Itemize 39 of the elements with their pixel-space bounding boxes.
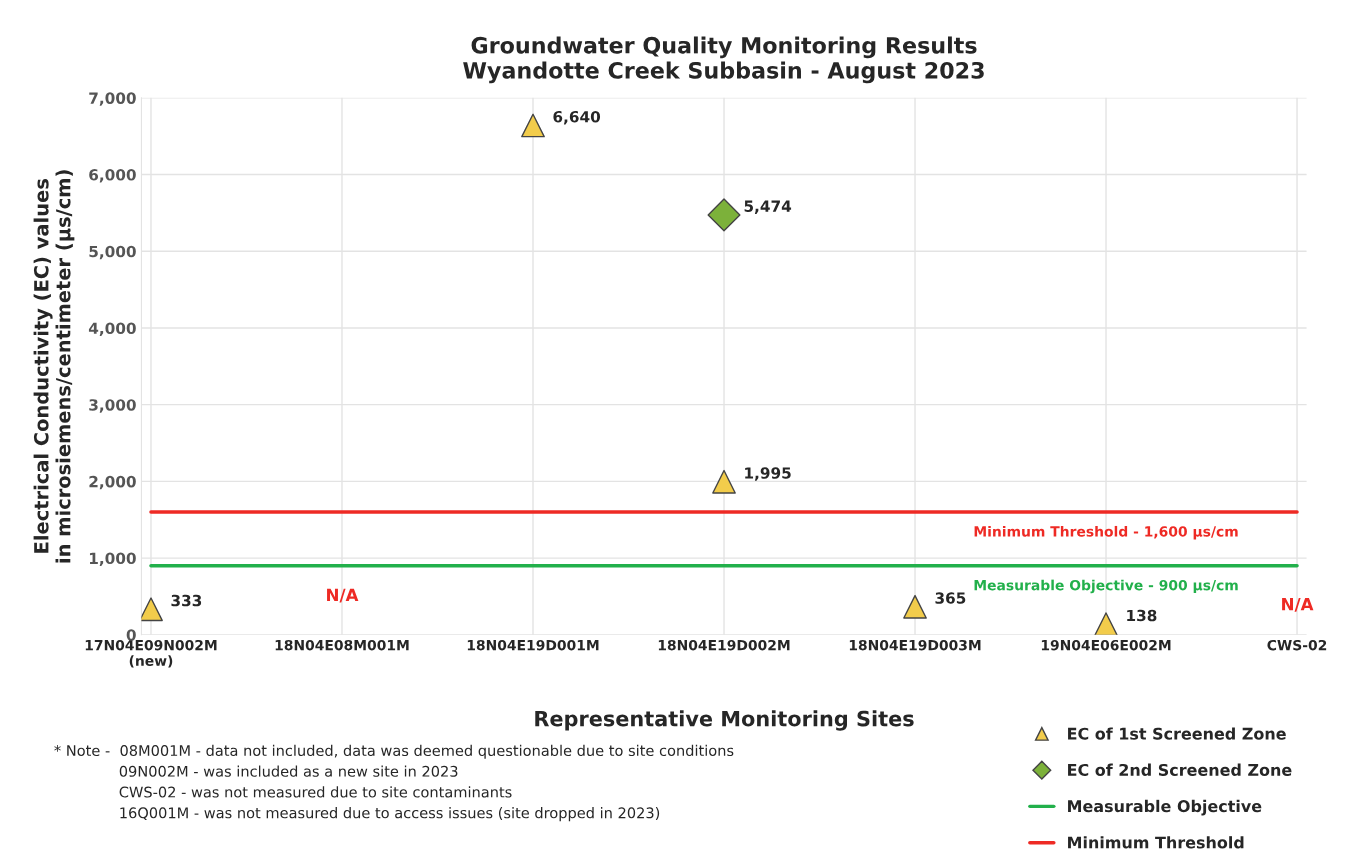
x-tick-label: 17N04E09N002M (new): [85, 639, 217, 668]
legend-label: EC of 2nd Screened Zone: [1068, 763, 1292, 776]
y-tick-label: 3,000: [89, 399, 136, 413]
point: [521, 113, 545, 138]
x-axis-title: Representative Monitoring Sites: [535, 710, 914, 731]
x-tick-label: 19N04E06E002M: [1041, 639, 1171, 651]
y-tick-label: 6,000: [89, 169, 136, 183]
y-tick-label: 0: [126, 629, 136, 641]
data-label: 365: [935, 592, 966, 604]
legend-label: EC of 1st Screened Zone: [1068, 727, 1286, 740]
y-tick-label: 4,000: [88, 322, 136, 336]
annotation: Measurable Objective - 900 µs/cm: [974, 579, 1238, 594]
annotation: Minimum Threshold - 1,600 µs/cm: [974, 525, 1238, 540]
y-tick-label: 2,000: [89, 475, 136, 490]
point: [141, 597, 163, 622]
x-tick-label: 18N04E08M001M: [275, 639, 409, 651]
data-label: 1,995: [745, 467, 791, 481]
y-tick-label: 1,000: [89, 552, 136, 567]
y-axis-title: Electrical Conductivity (EC) values in microsiemens/centimeter (µs/cm): [33, 170, 75, 563]
legend-label: Minimum Threshold: [1068, 836, 1244, 849]
point: [707, 198, 741, 232]
legend-label: Measurable Objective: [1068, 799, 1262, 816]
point: [712, 469, 736, 494]
x-tick-label: 18N04E19D001M: [467, 639, 599, 651]
x-tick-label: 18N04E19D003M: [849, 639, 981, 651]
x-tick-label: CWS-02: [1267, 639, 1327, 651]
y-tick-label: 5,000: [89, 245, 136, 260]
annotation: N/A: [1282, 598, 1314, 612]
y-tick-label: 7,000: [89, 92, 136, 106]
chart-title: Groundwater Quality Monitoring Results Wyandotte Creek Subbasin - August 2023: [463, 36, 984, 84]
x-tick-label: 18N04E19D002M: [658, 639, 790, 651]
point: [1094, 612, 1118, 635]
data-label: 333: [171, 594, 202, 607]
annotation: N/A: [327, 588, 359, 603]
data-label: 6,640: [553, 110, 601, 125]
text: * Note - 08M001M - data not included, data was deemed questionable due to site conditions 09N002M - was included as a new site in 2023 CWS-02 - was not measured due to site contaminants 16Q001M - was not measured due to access issues (site dropped in 2023): [54, 744, 734, 822]
point: [903, 594, 927, 619]
data-label: 5,474: [744, 200, 792, 214]
data-label: 138: [1127, 609, 1157, 622]
